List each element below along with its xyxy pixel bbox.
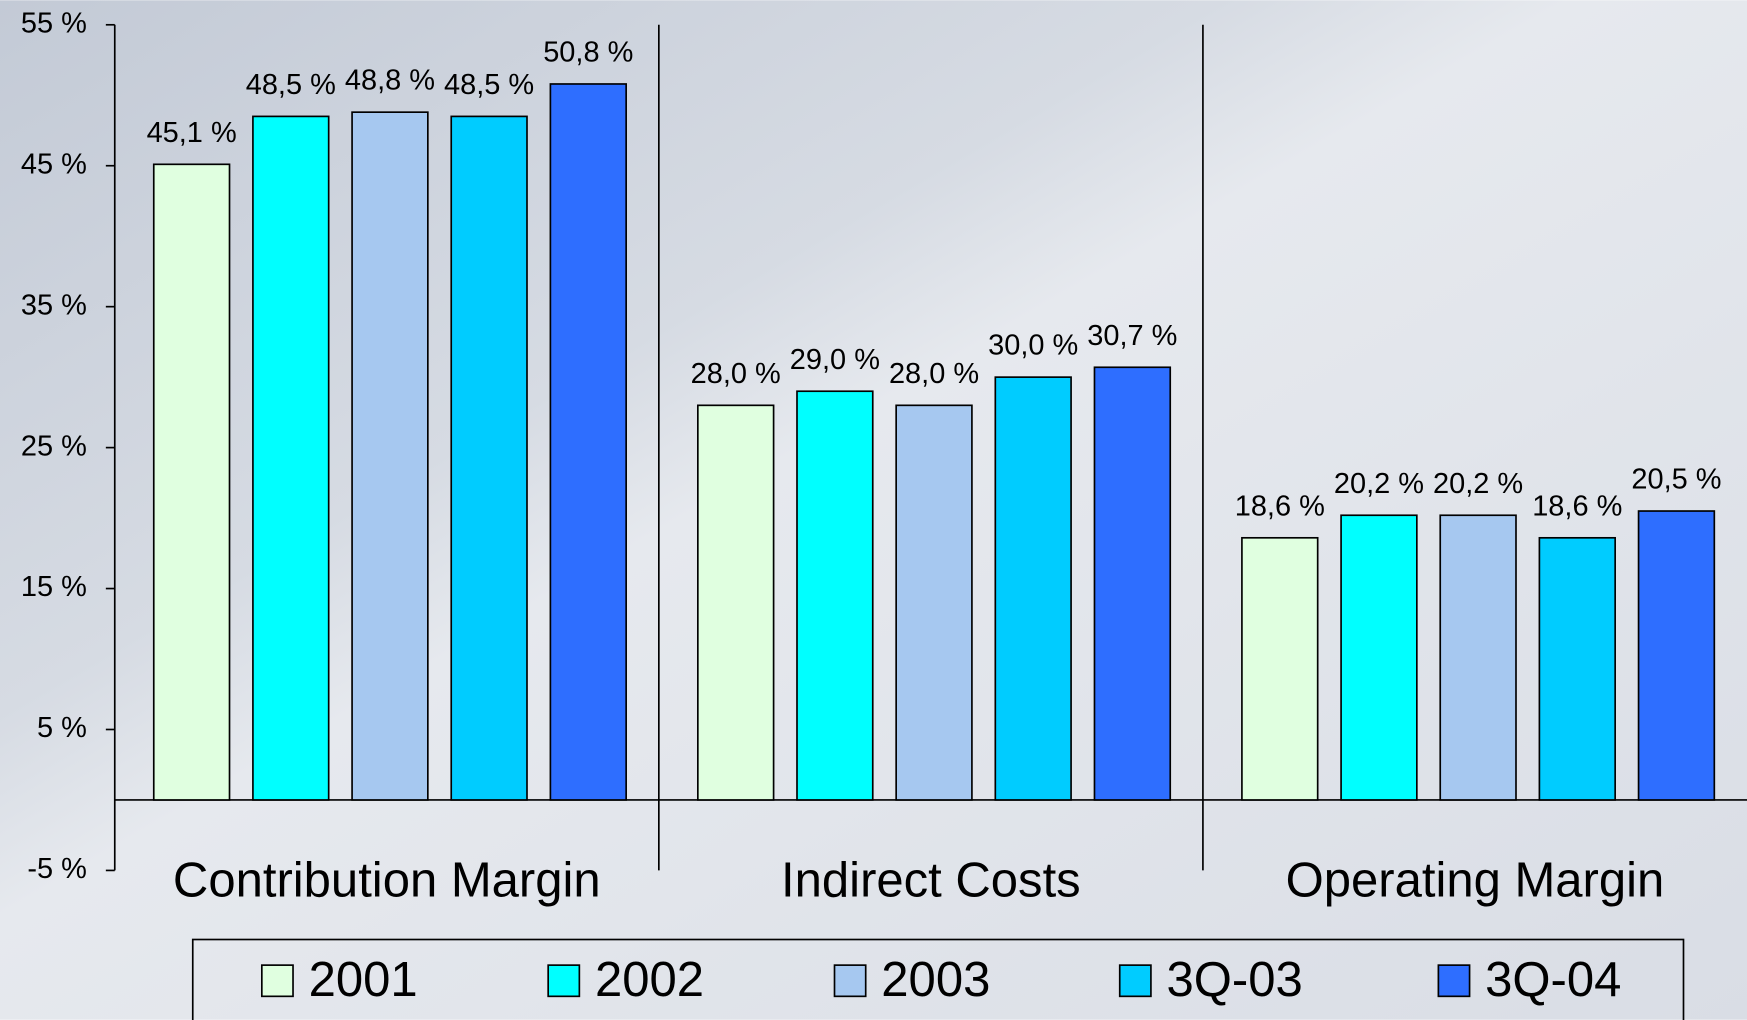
bar — [1093, 366, 1172, 801]
y-tick-label: 35 % — [21, 289, 87, 321]
y-tick-label: 25 % — [21, 430, 87, 462]
value-label: 29,0 % — [790, 344, 880, 376]
value-label: 30,0 % — [988, 330, 1078, 362]
bar — [450, 115, 528, 801]
bar — [895, 404, 973, 801]
legend-swatch — [547, 964, 581, 998]
legend-swatch — [1437, 964, 1471, 998]
value-label: 48,8 % — [345, 65, 435, 97]
value-label: 20,2 % — [1433, 468, 1523, 500]
value-label: 48,5 % — [444, 69, 534, 101]
legend-label: 3Q-04 — [1485, 953, 1621, 1007]
bar — [252, 115, 330, 801]
bar — [1340, 514, 1418, 801]
bar — [1538, 536, 1616, 801]
legend-swatch — [260, 964, 294, 998]
legend-label: 2002 — [595, 953, 704, 1007]
value-label: 48,5 % — [246, 69, 336, 101]
legend-swatch — [833, 964, 867, 998]
value-label: 28,0 % — [889, 358, 979, 390]
value-label: 28,0 % — [691, 358, 781, 390]
bar — [152, 163, 231, 801]
bar — [351, 111, 429, 801]
bar — [696, 404, 775, 801]
bar — [549, 83, 627, 801]
bar — [994, 376, 1072, 801]
x-tick-label: Contribution Margin — [173, 854, 601, 908]
legend — [191, 938, 1685, 1020]
value-label: 20,5 % — [1631, 464, 1721, 496]
value-label: 18,6 % — [1235, 490, 1325, 522]
bar — [796, 390, 874, 801]
value-label: 45,1 % — [147, 117, 237, 149]
bar — [1637, 510, 1716, 801]
y-tick-label: -5 % — [27, 853, 87, 885]
legend-label: 2003 — [881, 953, 990, 1007]
value-label: 20,2 % — [1334, 468, 1424, 500]
legend-label: 3Q-03 — [1167, 953, 1303, 1007]
y-tick-label: 5 % — [37, 712, 87, 744]
y-tick-label: 55 % — [21, 7, 87, 39]
value-label: 18,6 % — [1532, 490, 1622, 522]
bar — [1241, 536, 1319, 801]
value-label: 30,7 % — [1087, 320, 1177, 352]
y-tick-label: 15 % — [21, 571, 87, 603]
legend-label: 2001 — [309, 953, 418, 1007]
x-tick-label: Operating Margin — [1286, 854, 1665, 908]
value-label: 50,8 % — [543, 37, 633, 69]
x-tick-label: Indirect Costs — [781, 854, 1081, 908]
legend-swatch — [1118, 964, 1152, 998]
y-tick-label: 45 % — [21, 148, 87, 180]
bar — [1439, 514, 1517, 801]
